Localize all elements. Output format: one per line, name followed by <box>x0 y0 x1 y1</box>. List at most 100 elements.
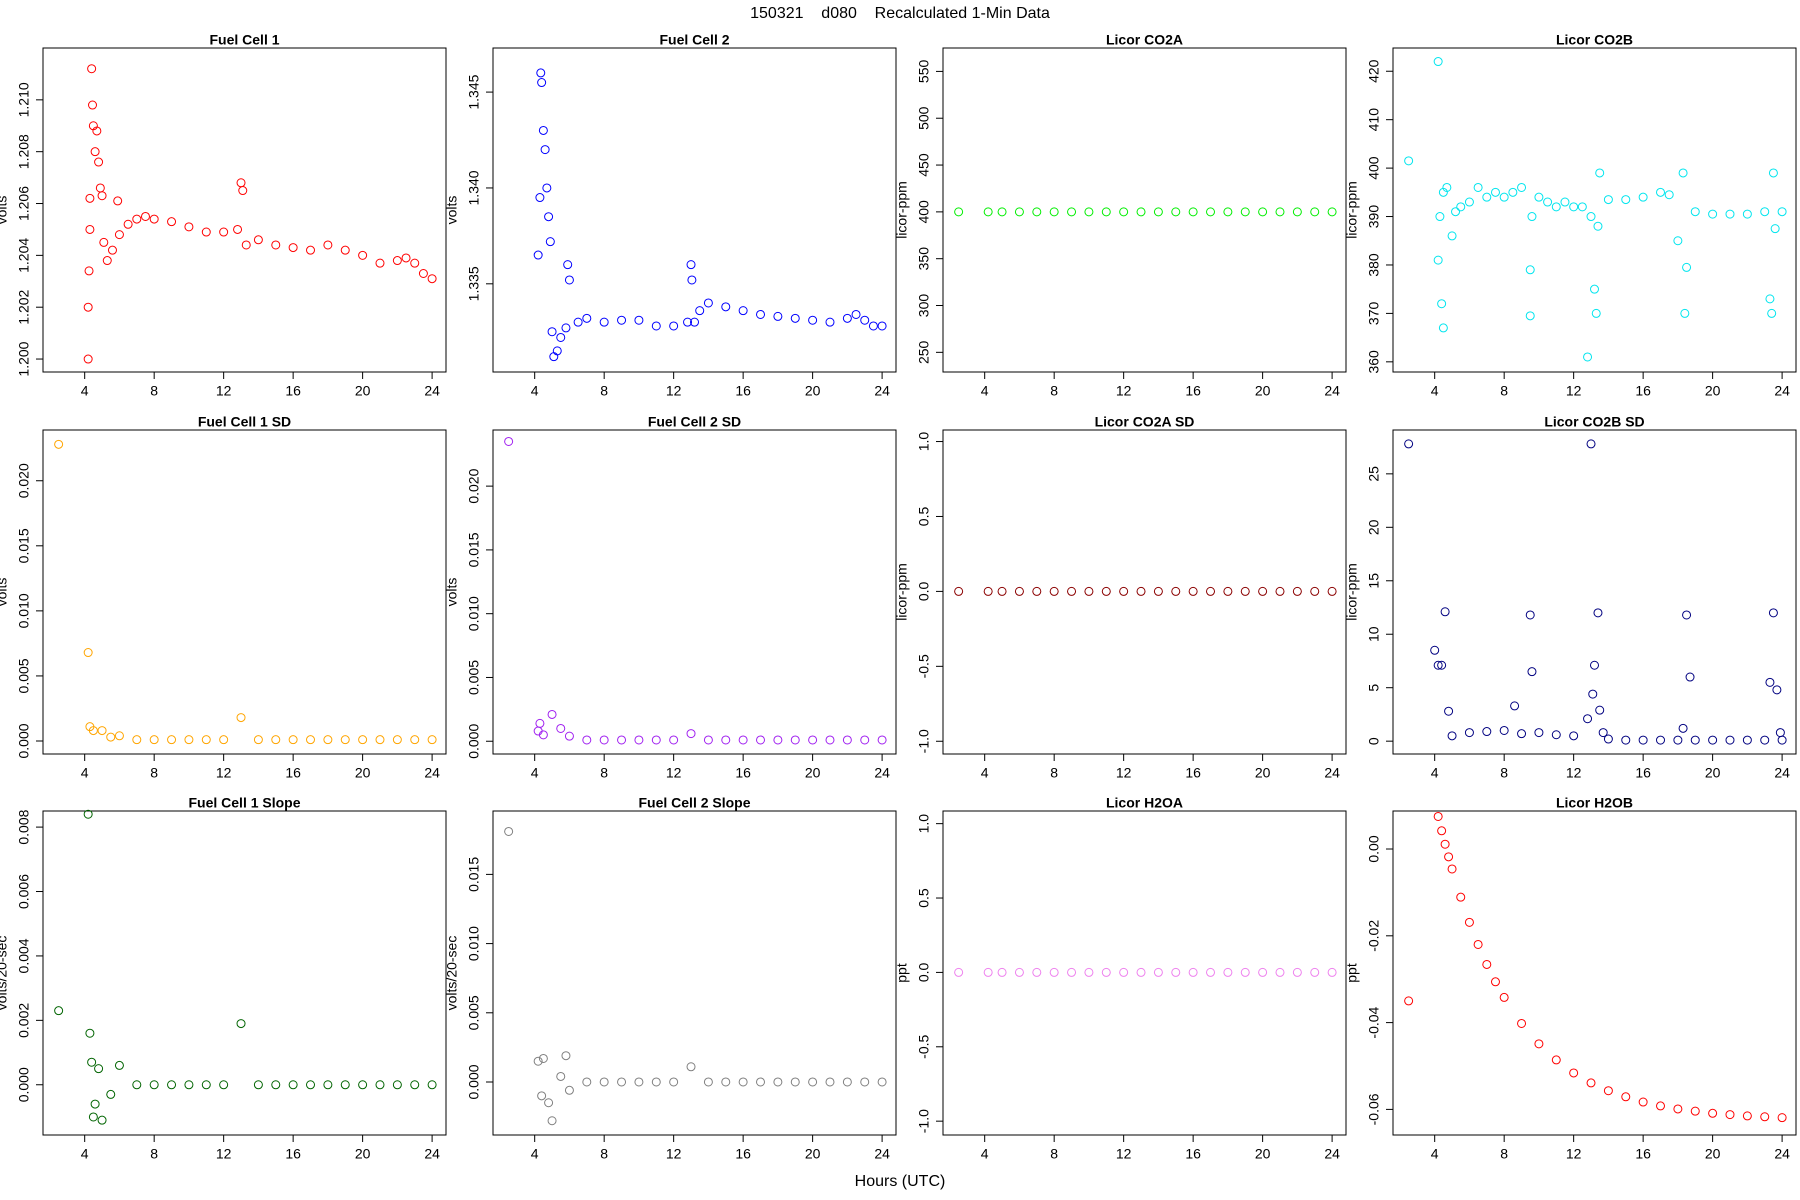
y-tick-label: 550 <box>916 60 932 84</box>
point <box>686 260 696 270</box>
y-tick-label: 15 <box>1366 573 1382 589</box>
point <box>1673 236 1683 246</box>
y-tick-label: 1.206 <box>16 186 32 221</box>
y-tick-label: 370 <box>1366 302 1382 326</box>
point <box>1678 723 1688 733</box>
point <box>545 237 555 247</box>
point <box>184 1080 194 1090</box>
point <box>556 332 566 342</box>
point <box>236 1019 246 1029</box>
y-tick-label: 0.005 <box>466 995 482 1030</box>
point <box>236 178 246 188</box>
plot-frame <box>942 47 1347 373</box>
point <box>842 1077 852 1087</box>
y-tick-label: 400 <box>916 200 932 224</box>
point <box>686 1062 696 1072</box>
point <box>651 1077 661 1087</box>
point <box>97 191 107 201</box>
point <box>1742 735 1752 745</box>
point <box>132 735 142 745</box>
point <box>1437 299 1447 309</box>
point <box>564 1085 574 1095</box>
x-tick-label: 20 <box>355 1146 371 1162</box>
x-tick-label: 16 <box>1635 765 1651 781</box>
y-tick-label: 300 <box>916 294 932 318</box>
y-tick-label: 1.202 <box>16 289 32 324</box>
point <box>1673 735 1683 745</box>
point <box>544 1098 554 1108</box>
point <box>375 258 385 268</box>
x-tick-label: 8 <box>1050 1146 1058 1162</box>
y-tick-label: 25 <box>1366 466 1382 482</box>
point <box>236 713 246 723</box>
y-tick-label: 10 <box>1366 626 1382 642</box>
y-tick-label: 0.000 <box>16 723 32 758</box>
point <box>1770 224 1780 234</box>
point <box>88 100 98 110</box>
point <box>418 269 428 279</box>
point <box>358 250 368 260</box>
point <box>1433 255 1443 265</box>
plot-frame <box>1392 47 1797 373</box>
point <box>617 315 627 325</box>
point <box>323 1080 333 1090</box>
x-tick-label: 4 <box>81 1146 89 1162</box>
point <box>1517 182 1527 192</box>
point <box>358 735 368 745</box>
point <box>1430 645 1440 655</box>
point <box>1510 701 1520 711</box>
point <box>790 735 800 745</box>
point <box>1775 728 1785 738</box>
point <box>1119 207 1129 217</box>
x-tick-label: 16 <box>1635 383 1651 399</box>
point <box>427 1080 437 1090</box>
point <box>1708 209 1718 219</box>
y-axis-label: volts <box>0 196 10 225</box>
point <box>97 726 107 736</box>
x-tick-label: 12 <box>1566 1146 1582 1162</box>
x-tick-label: 24 <box>424 383 440 399</box>
point <box>790 1077 800 1087</box>
point <box>1433 660 1443 670</box>
x-tick-label: 12 <box>1116 765 1132 781</box>
point <box>1310 207 1320 217</box>
point <box>167 735 177 745</box>
x-tick-label: 12 <box>1566 383 1582 399</box>
point <box>756 1077 766 1087</box>
point <box>1258 967 1268 977</box>
point <box>1586 1078 1596 1088</box>
x-tick-label: 24 <box>874 765 890 781</box>
point <box>547 709 557 719</box>
x-tick-label: 8 <box>1500 765 1508 781</box>
point <box>1551 202 1561 212</box>
point <box>1084 207 1094 217</box>
point <box>1049 207 1059 217</box>
point <box>1551 1055 1561 1065</box>
point <box>1438 323 1448 333</box>
point <box>1569 202 1579 212</box>
x-tick-label: 12 <box>1116 1146 1132 1162</box>
point <box>97 1115 107 1125</box>
x-tick-label: 24 <box>1774 1146 1790 1162</box>
point <box>271 735 281 745</box>
x-tick-label: 8 <box>1050 383 1058 399</box>
y-tick-label: 0.010 <box>16 593 32 628</box>
point <box>1292 967 1302 977</box>
panel-title: Fuel Cell 1 SD <box>198 414 291 430</box>
point <box>1275 967 1285 977</box>
point <box>669 321 679 331</box>
point <box>1014 586 1024 596</box>
x-tick-label: 20 <box>1255 1146 1271 1162</box>
y-tick-label: 1.210 <box>16 82 32 117</box>
point <box>599 1077 609 1087</box>
point <box>634 735 644 745</box>
point <box>1569 731 1579 741</box>
point <box>88 1112 98 1122</box>
point <box>983 207 993 217</box>
y-tick-label: 1.335 <box>466 266 482 301</box>
point <box>1765 294 1775 304</box>
point <box>1258 586 1268 596</box>
point <box>1768 608 1778 618</box>
point <box>537 78 547 88</box>
